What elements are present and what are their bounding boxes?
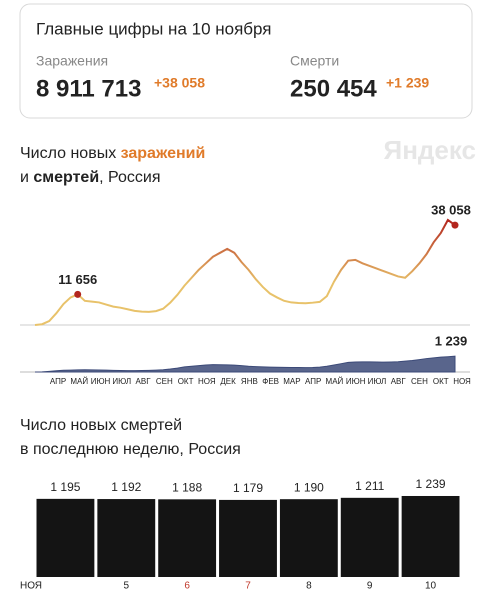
x-tick-label: ИЮЛ [112, 377, 131, 386]
x-tick-label: 10 [425, 581, 437, 592]
x-tick-label: 8 [306, 581, 312, 592]
x-tick-label: МАЙ [70, 377, 88, 386]
bar [97, 499, 156, 577]
x-tick-label: МАР [283, 377, 300, 386]
x-tick-label: АВГ [136, 377, 152, 386]
x-tick-label: ИЮН [346, 377, 366, 386]
value-label: 1 239 [416, 477, 446, 491]
x-tick-label: АПР [50, 377, 66, 386]
x-tick-label: НОЯ [453, 377, 471, 386]
x-tick-label: ИЮН [91, 377, 111, 386]
value-label: 1 211 [355, 479, 384, 493]
peak-dot [451, 221, 459, 229]
x-tick-label: НОЯ [20, 581, 42, 592]
x-tick-label: МАЙ [326, 377, 344, 386]
stat-value: 250 454 [290, 75, 377, 102]
x-tick-label: ДЕК [220, 377, 236, 386]
chart-title: и смертей, Россия [20, 169, 161, 186]
value-label: 11 656 [58, 272, 97, 287]
infection-line [34, 218, 456, 326]
stat-delta: +38 058 [154, 75, 205, 91]
bar [279, 499, 338, 577]
value-label: 1 239 [435, 334, 468, 349]
bar [401, 495, 460, 577]
chart-title: Число новых смертей [20, 417, 182, 434]
x-tick-label: СЕН [156, 377, 173, 386]
value-label: 1 195 [50, 480, 80, 494]
x-tick-label: НОЯ [198, 377, 216, 386]
x-tick-label: 7 [245, 581, 251, 592]
summary-card [19, 3, 473, 119]
stat-label: Заражения [36, 53, 108, 69]
value-label: 1 190 [294, 480, 324, 494]
x-tick-label: ОКТ [178, 377, 194, 386]
x-tick-label: ИЮЛ [368, 377, 387, 386]
value-label: 1 179 [233, 481, 263, 495]
stat-value: 8 911 713 [36, 75, 141, 102]
chart-title: Число новых заражений [20, 145, 205, 162]
title-part: смертей [33, 169, 99, 186]
x-tick-label: АПР [305, 377, 321, 386]
bar [158, 499, 217, 577]
title-part: Число новых [20, 145, 121, 162]
death-area [34, 355, 456, 373]
stat-delta: +1 239 [386, 75, 429, 91]
value-label: 38 058 [431, 203, 471, 218]
title-part: заражений [121, 145, 206, 162]
x-tick-label: АВГ [391, 377, 407, 386]
chart-title: в последнюю неделю, Россия [20, 441, 241, 458]
peak-dot [74, 290, 82, 298]
title-part: и [20, 169, 33, 186]
watermark: Яндекс [384, 135, 477, 165]
value-label: 1 188 [172, 480, 202, 494]
x-tick-label: ФЕВ [262, 377, 279, 386]
value-label: 1 192 [111, 480, 141, 494]
x-tick-label: 9 [367, 581, 373, 592]
x-tick-label: СЕН [411, 377, 428, 386]
x-tick-label: ОКТ [433, 377, 449, 386]
bar [340, 497, 399, 577]
x-tick-label: 6 [184, 581, 190, 592]
bar [219, 499, 277, 577]
x-tick-label: ЯНВ [241, 377, 258, 386]
stat-label: Смерти [290, 53, 339, 69]
title-part: , Россия [99, 169, 160, 186]
card-title: Главные цифры на 10 ноября [36, 19, 272, 38]
bar [36, 498, 95, 577]
x-tick-label: 5 [124, 581, 130, 592]
